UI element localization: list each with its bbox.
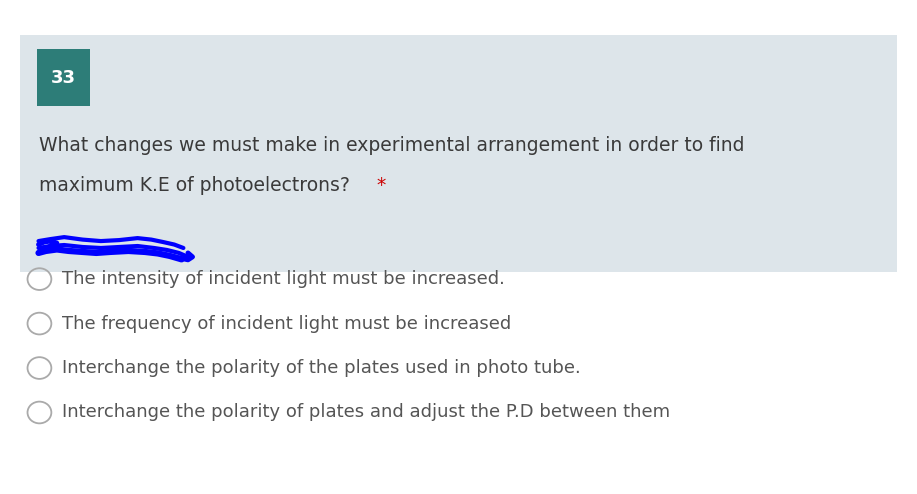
FancyBboxPatch shape <box>37 49 90 106</box>
Text: Interchange the polarity of plates and adjust the P.D between them: Interchange the polarity of plates and a… <box>62 404 670 421</box>
Text: The frequency of incident light must be increased: The frequency of incident light must be … <box>62 315 512 332</box>
Text: 33: 33 <box>50 69 76 87</box>
Text: Interchange the polarity of the plates used in photo tube.: Interchange the polarity of the plates u… <box>62 359 581 377</box>
Text: The intensity of incident light must be increased.: The intensity of incident light must be … <box>62 270 505 288</box>
FancyBboxPatch shape <box>20 35 897 272</box>
Text: What changes we must make in experimental arrangement in order to find: What changes we must make in experimenta… <box>39 136 745 155</box>
Text: *: * <box>371 176 387 195</box>
Text: maximum K.E of photoelectrons?: maximum K.E of photoelectrons? <box>39 176 350 195</box>
